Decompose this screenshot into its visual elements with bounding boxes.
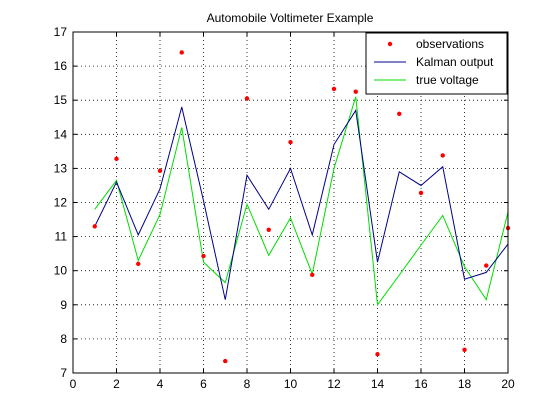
x-tick-label: 16 [414,377,428,391]
x-tick-label: 4 [157,377,164,391]
y-tick-label: 17 [54,25,68,39]
observation-marker [244,96,250,101]
observation-marker [288,139,293,145]
observation-marker [179,50,184,55]
legend-swatch-observations [387,41,393,47]
x-tick-label: 8 [244,377,251,391]
observation-marker [418,190,424,196]
observation-marker [310,272,315,277]
kalman-output-line [94,106,509,300]
observation-marker [397,111,402,117]
y-tick-label: 12 [54,196,68,210]
chart-title: Automobile Voltimeter Example [207,11,374,25]
y-tick-label: 11 [55,230,68,244]
y-tick-label: 14 [54,127,68,141]
plot-frame [72,31,509,374]
observation-marker [440,153,445,158]
legend: observations Kalman output true voltage [365,32,508,95]
axis-ticks: 0 2 4 6 8 10 12 14 16 18 20 7 8 9 10 11 12 13 14 15 16 17 [54,25,515,391]
observation-marker [375,352,380,357]
true-voltage-line [94,96,509,307]
x-tick-label: 0 [70,377,77,391]
x-tick-label: 20 [501,377,515,391]
observation-marker [266,227,271,232]
x-tick-label: 2 [113,377,120,391]
x-tick-label: 14 [371,377,385,391]
observation-marker [157,168,163,173]
observation-marker [114,156,119,162]
legend-label-observations: observations [416,37,484,51]
series-lines [94,96,509,307]
x-tick-label: 6 [200,377,207,391]
legend-label-kalman-output: Kalman output [416,55,494,69]
x-tick-label: 12 [327,377,341,391]
observation-marker [223,358,228,364]
y-tick-label: 10 [54,264,68,278]
observation-marker [462,347,467,353]
x-tick-label: 18 [458,377,472,391]
y-tick-label: 9 [60,298,67,312]
y-tick-label: 7 [60,366,67,380]
x-tick-label: 10 [284,377,298,391]
observation-marker [484,263,489,268]
y-tick-label: 15 [54,93,68,107]
y-tick-label: 8 [60,332,67,346]
observation-marker [136,261,141,267]
y-tick-label: 13 [54,161,68,175]
observation-marker [92,224,97,229]
legend-label-true-voltage: true voltage [416,73,479,87]
observation-markers [92,50,511,364]
observation-marker [201,253,206,259]
observation-marker [331,86,337,92]
y-tick-label: 16 [54,59,68,73]
observation-marker [353,89,358,94]
